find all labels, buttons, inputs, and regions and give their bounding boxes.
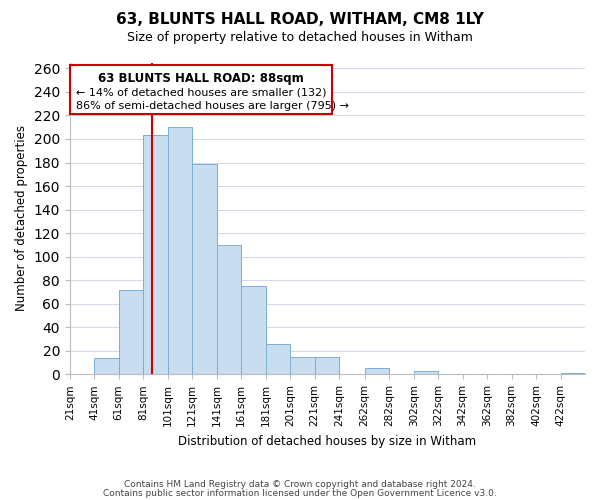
Bar <box>217 245 241 374</box>
Text: ← 14% of detached houses are smaller (132): ← 14% of detached houses are smaller (13… <box>76 87 326 97</box>
Bar <box>143 136 167 374</box>
Bar <box>167 127 192 374</box>
Text: 63, BLUNTS HALL ROAD, WITHAM, CM8 1LY: 63, BLUNTS HALL ROAD, WITHAM, CM8 1LY <box>116 12 484 28</box>
Bar <box>365 368 389 374</box>
Bar <box>560 373 585 374</box>
Bar <box>314 356 339 374</box>
Bar <box>119 290 143 374</box>
Text: 63 BLUNTS HALL ROAD: 88sqm: 63 BLUNTS HALL ROAD: 88sqm <box>98 72 304 85</box>
FancyBboxPatch shape <box>70 65 332 114</box>
Bar <box>413 371 438 374</box>
Y-axis label: Number of detached properties: Number of detached properties <box>15 126 28 312</box>
Text: Size of property relative to detached houses in Witham: Size of property relative to detached ho… <box>127 31 473 44</box>
Bar <box>266 344 290 374</box>
Bar <box>94 358 119 374</box>
Bar <box>192 164 217 374</box>
Text: Contains HM Land Registry data © Crown copyright and database right 2024.: Contains HM Land Registry data © Crown c… <box>124 480 476 489</box>
Text: Contains public sector information licensed under the Open Government Licence v3: Contains public sector information licen… <box>103 488 497 498</box>
X-axis label: Distribution of detached houses by size in Witham: Distribution of detached houses by size … <box>178 434 476 448</box>
Bar <box>290 356 314 374</box>
Bar <box>241 286 266 374</box>
Text: 86% of semi-detached houses are larger (795) →: 86% of semi-detached houses are larger (… <box>76 102 349 112</box>
